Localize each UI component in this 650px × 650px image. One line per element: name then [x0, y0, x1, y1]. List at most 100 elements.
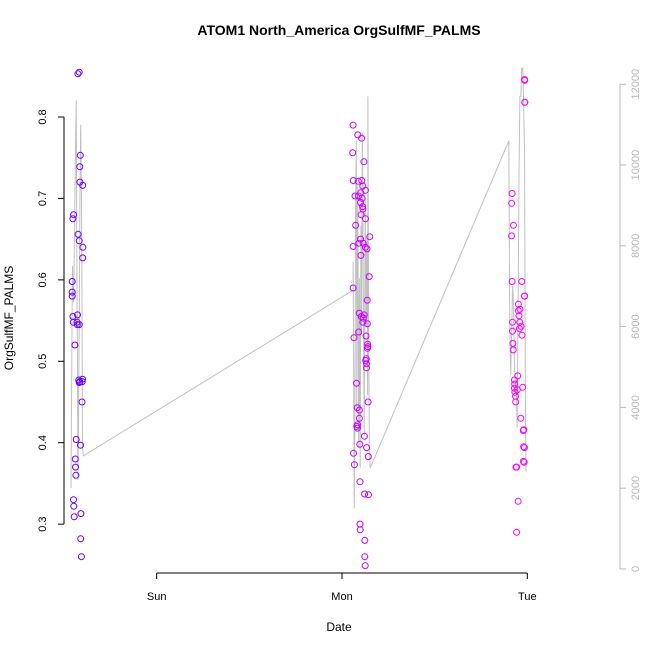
data-point [357, 251, 365, 259]
data-point [517, 322, 525, 330]
y-tick-label: 0.7 [37, 191, 49, 206]
data-point [512, 398, 520, 406]
data-point [520, 458, 528, 466]
data-point [353, 404, 361, 412]
data-point [361, 562, 369, 570]
data-point [77, 553, 85, 561]
y-tick-label: 0.3 [37, 516, 49, 531]
data-point [71, 455, 79, 463]
chart-title: ATOM1 North_America OrgSulfMF_PALMS [197, 22, 480, 38]
data-point [365, 273, 373, 281]
data-point [356, 526, 364, 534]
data-point [514, 300, 522, 308]
data-point [77, 441, 84, 449]
data-point [519, 383, 527, 391]
data-point [365, 491, 372, 499]
data-point [363, 444, 371, 452]
data-point [79, 375, 86, 383]
data-point [75, 321, 83, 329]
data-point [350, 334, 358, 342]
right-tick-label: 12000 [630, 69, 642, 100]
data-point [355, 406, 363, 414]
data-point [360, 158, 368, 166]
data-point [355, 414, 363, 422]
data-point [360, 432, 368, 440]
data-point [354, 421, 362, 429]
data-point [359, 203, 367, 211]
data-point [75, 68, 83, 76]
data-point [354, 177, 362, 185]
data-point [363, 320, 371, 328]
y-tick-label: 0.6 [37, 272, 49, 287]
data-point [357, 199, 364, 206]
data-point [359, 239, 367, 247]
data-point [362, 355, 370, 363]
data-point [513, 528, 521, 536]
data-point [349, 243, 357, 250]
data-point [515, 312, 523, 320]
data-point [518, 331, 526, 339]
data-point [70, 211, 78, 219]
data-point [349, 177, 357, 184]
data-point [71, 341, 79, 349]
data-point [363, 296, 371, 304]
data-point [70, 496, 77, 504]
data-point [361, 490, 369, 498]
data-point [516, 305, 524, 313]
data-point [361, 553, 369, 561]
data-point [508, 278, 516, 285]
right-tick-label: 4000 [630, 395, 642, 419]
y-tick-label: 0.5 [37, 354, 49, 369]
y-tick-label: 0.4 [37, 435, 49, 450]
data-point [358, 194, 366, 202]
data-point [509, 318, 516, 326]
data-point [359, 205, 367, 213]
data-point [520, 444, 528, 452]
data-point [70, 502, 78, 510]
data-point [356, 440, 364, 448]
data-point [78, 398, 86, 406]
right-tick-label: 8000 [630, 234, 642, 258]
right-tick-label: 6000 [630, 314, 642, 338]
data-point [517, 414, 525, 422]
data-point [362, 332, 370, 340]
data-point [356, 520, 364, 528]
data-point [72, 436, 80, 443]
data-point [361, 186, 369, 194]
data-point [355, 239, 363, 247]
data-point [508, 199, 516, 207]
data-point [508, 232, 516, 240]
data-point [511, 380, 519, 388]
data-point [78, 378, 86, 386]
x-tick-label: Mon [331, 591, 352, 603]
data-point [70, 513, 78, 521]
data-point [74, 311, 81, 319]
data-point [349, 149, 357, 157]
data-point [521, 98, 529, 106]
data-point [520, 426, 528, 434]
data-point [72, 463, 79, 471]
data-point [359, 318, 367, 326]
data-point [363, 364, 370, 372]
data-point [514, 497, 522, 505]
data-point [361, 243, 369, 251]
data-point [360, 311, 368, 319]
data-point [513, 463, 521, 471]
data-point [361, 536, 369, 544]
data-point [363, 245, 371, 253]
data-point [520, 443, 528, 451]
data-point [356, 478, 364, 486]
axes-layer: 0.3 0.4 0.5 0.6 0.7 0.8 Sun Mon Tue 0 2000 4000 6000… [37, 69, 642, 603]
data-point [69, 215, 77, 223]
data-point [366, 233, 374, 241]
x-tick-label: Sun [147, 591, 167, 603]
data-point [77, 510, 85, 518]
right-tick-label: 2000 [630, 476, 642, 500]
data-point [79, 254, 87, 262]
y-tick-label: 0.8 [37, 109, 49, 124]
data-point [511, 388, 519, 396]
data-point [79, 181, 87, 189]
data-point [358, 134, 366, 142]
data-point [72, 471, 80, 479]
